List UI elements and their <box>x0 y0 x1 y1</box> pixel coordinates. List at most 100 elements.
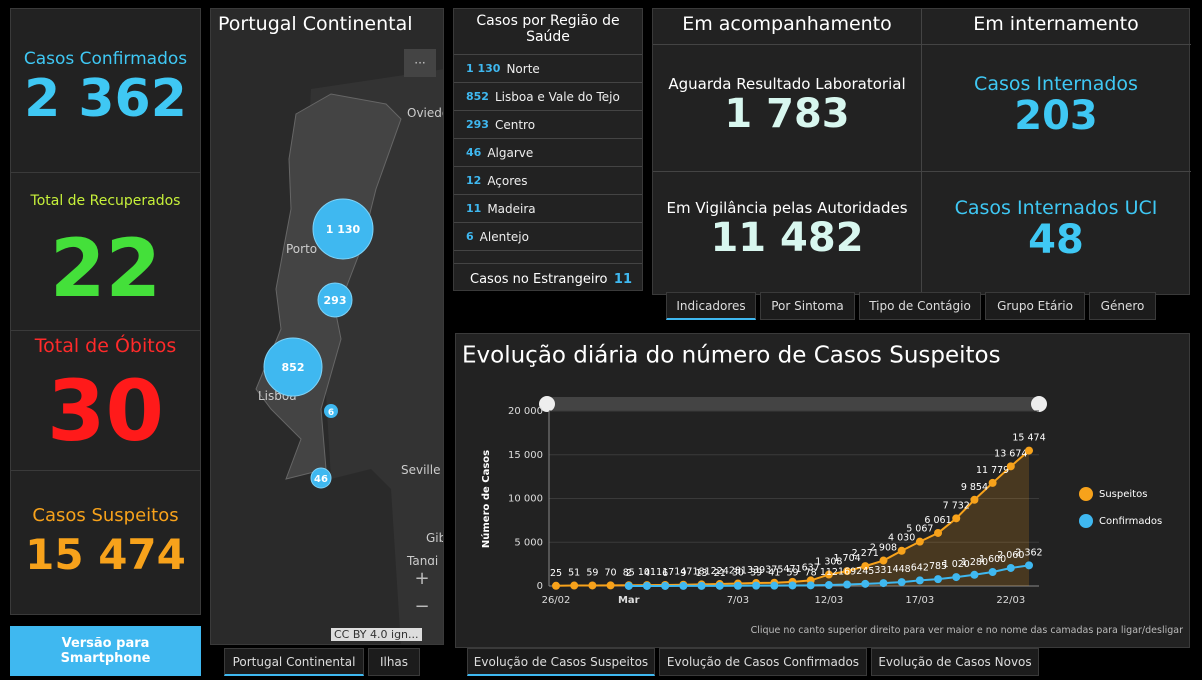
point <box>915 576 924 585</box>
place-label: Porto <box>286 242 317 256</box>
y-axis-label: Número de Casos <box>480 450 492 548</box>
indicator-label: Aguarda Resultado Laboratorial <box>668 75 906 93</box>
y-tick-label: 0 <box>537 581 543 592</box>
cluster-label: 293 <box>324 294 347 307</box>
tab[interactable]: Evolução de Casos Novos <box>871 648 1039 676</box>
point <box>661 581 670 590</box>
slider-handle[interactable] <box>1031 396 1047 412</box>
point <box>679 581 688 590</box>
zoom-out[interactable]: − <box>414 596 430 617</box>
point <box>934 575 943 584</box>
smartphone-button[interactable]: Versão para Smartphone <box>10 626 201 676</box>
y-tick-label: 5 000 <box>514 537 543 548</box>
region-row[interactable]: 11 Madeira <box>454 195 642 223</box>
region-value: 11 <box>466 202 482 215</box>
cluster[interactable] <box>263 337 323 397</box>
indicator: Casos Internados 203 <box>922 73 1190 137</box>
place-label: Seville <box>401 463 441 477</box>
cluster[interactable] <box>324 404 338 418</box>
cluster-label: 1 130 <box>326 223 361 236</box>
zoom: + − <box>407 565 437 621</box>
tab[interactable]: Portugal Continental <box>224 648 364 676</box>
tab[interactable]: Evolução de Casos Confirmados <box>659 648 867 676</box>
indicator-label: Casos Internados <box>974 73 1138 95</box>
value-label: 4 <box>644 568 650 579</box>
point <box>952 573 961 582</box>
point <box>970 495 979 504</box>
kpi-panel: Total de Recuperados 22 <box>10 172 201 331</box>
point <box>861 562 870 571</box>
chart: Evolução diária do número de Casos Suspe… <box>462 343 1183 637</box>
value-label: 9 854 <box>961 482 988 493</box>
indicator-header: Em internamento <box>973 13 1139 35</box>
point <box>697 581 706 590</box>
chart-title: Evolução diária do número de Casos Suspe… <box>462 343 1001 369</box>
cluster[interactable] <box>312 198 374 260</box>
point <box>788 581 797 590</box>
value-label: 375 <box>765 565 783 576</box>
value-label: 51 <box>568 568 580 579</box>
value-label: 7 732 <box>943 500 970 511</box>
region-row[interactable]: 46 Algarve <box>454 139 642 167</box>
region-name: Algarve <box>487 145 534 160</box>
point <box>606 581 615 590</box>
point <box>861 579 870 588</box>
indicator-value: 203 <box>1014 93 1098 139</box>
abroad-value: 11 <box>613 271 632 287</box>
slider-handle[interactable] <box>539 396 555 412</box>
place-label: Gib <box>426 531 444 545</box>
cluster[interactable] <box>310 467 332 489</box>
point <box>570 581 579 590</box>
point <box>624 581 633 590</box>
region-row[interactable]: 12 Açores <box>454 167 642 195</box>
cluster[interactable] <box>317 282 353 318</box>
value-label: 2 362 <box>1015 547 1042 558</box>
region-value: 12 <box>466 174 482 187</box>
legend-label: Confirmados <box>1099 516 1162 527</box>
y-tick-label: 15 000 <box>508 450 543 461</box>
tab[interactable]: Evolução de Casos Suspeitos <box>467 648 655 676</box>
point <box>770 581 779 590</box>
tab[interactable]: Grupo Etário <box>985 292 1085 320</box>
region-value: 1 130 <box>466 62 501 75</box>
region-row[interactable]: 1 130 Norte <box>454 55 642 83</box>
value-label: 147 <box>674 567 692 578</box>
zoom-in[interactable]: + <box>414 568 430 589</box>
point <box>934 528 943 537</box>
point <box>915 537 924 546</box>
kpi-value: 30 <box>47 362 164 460</box>
value-label: 181 <box>692 566 710 577</box>
point <box>552 581 560 590</box>
value-label: 2 <box>626 568 632 579</box>
tab[interactable]: Tipo de Contágio <box>859 292 981 320</box>
region-row[interactable]: 6 Alentejo <box>454 223 642 251</box>
point <box>843 580 852 589</box>
value-label: 13 674 <box>994 448 1027 459</box>
value-label: 13 <box>695 568 707 579</box>
region-row[interactable]: 852 Lisboa e Vale do Tejo <box>454 83 642 111</box>
area <box>556 450 1029 586</box>
tab[interactable]: Género <box>1089 292 1156 320</box>
x-tick-label: Mar <box>618 595 640 606</box>
region-value: 46 <box>466 146 482 159</box>
point <box>952 514 961 523</box>
menu-button[interactable]: ··· <box>404 49 436 77</box>
region-name: Norte <box>506 61 540 76</box>
indicator: Em Vigilância pelas Autoridades 11 482 <box>653 199 921 259</box>
place-label: Oviedo <box>407 106 444 120</box>
tab[interactable]: Ilhas <box>368 648 420 676</box>
value-label: 4 030 <box>888 533 915 544</box>
value-label: 21 <box>714 568 726 579</box>
tab[interactable]: Indicadores <box>666 292 756 320</box>
region-row[interactable]: 293 Centro <box>454 111 642 139</box>
range-slider[interactable] <box>544 397 1039 411</box>
kpi-panel: Total de Óbitos 30 <box>10 330 201 471</box>
indicator: Casos Internados UCI 48 <box>922 197 1190 261</box>
value-label: 245 <box>856 566 874 577</box>
value-label: 637 <box>802 562 820 573</box>
region-name: Lisboa e Vale do Tejo <box>494 89 620 104</box>
tab[interactable]: Por Sintoma <box>760 292 855 320</box>
kpi-panel: Casos Confirmados 2 362 <box>10 8 201 173</box>
value-label: 471 <box>783 564 801 575</box>
